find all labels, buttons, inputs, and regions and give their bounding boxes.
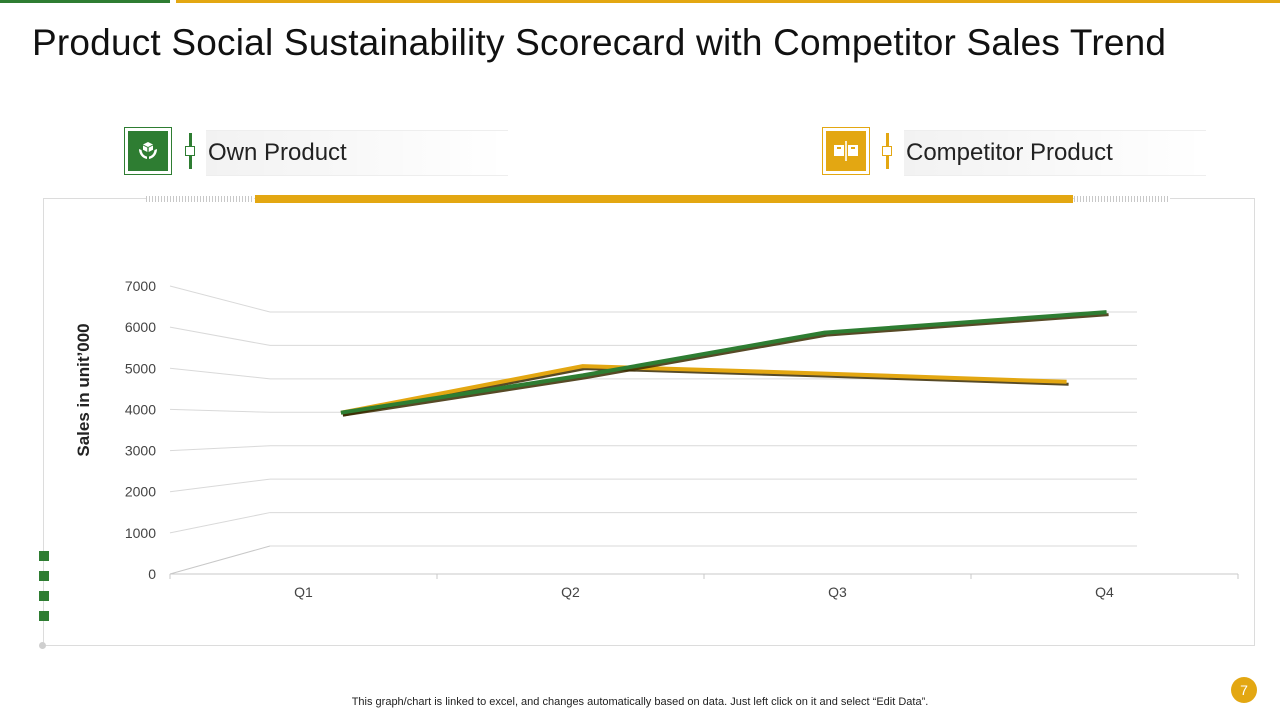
decor-square <box>39 611 49 621</box>
x-tick-label: Q2 <box>561 584 580 600</box>
x-tick-label: Q3 <box>828 584 847 600</box>
axis-layer: 0 1000 2000 3000 4000 5000 6000 7000 Q1 Q2 Q3 Q4 <box>125 278 1239 600</box>
panel-ticks-left <box>146 196 254 202</box>
side-gridline <box>169 408 271 413</box>
y-tick-label: 4000 <box>125 401 156 417</box>
side-gridline <box>169 285 271 313</box>
competitor-product-connector <box>882 133 892 169</box>
series-line-shadow <box>342 313 1109 417</box>
y-tick-label: 5000 <box>125 360 156 376</box>
side-gridline <box>169 367 271 380</box>
top-accent-gold <box>176 0 1280 3</box>
own-product-icon-box <box>124 127 172 175</box>
y-tick-label: 3000 <box>125 443 156 459</box>
series-layer <box>340 310 1109 417</box>
decor-square <box>39 571 49 581</box>
x-tick-label: Q1 <box>294 584 313 600</box>
panel-ticks-right <box>1074 196 1170 202</box>
own-product-line <box>340 310 1107 415</box>
slide-title: Product Social Sustainability Scorecard … <box>32 22 1167 63</box>
y-tick-label: 1000 <box>125 525 156 541</box>
competitor-product-label: Competitor Product <box>904 130 1206 176</box>
y-tick-label: 7000 <box>125 278 156 294</box>
footer-note: This graph/chart is linked to excel, and… <box>351 696 929 708</box>
panel-gold-bar <box>255 195 1073 203</box>
decor-square <box>39 551 49 561</box>
top-accent-green <box>0 0 170 3</box>
hands-box-icon <box>139 142 157 159</box>
y-tick-label: 2000 <box>125 484 156 500</box>
decor-dot <box>39 642 46 649</box>
decor-square <box>39 591 49 601</box>
boxes-icon <box>834 141 858 161</box>
y-tick-label: 6000 <box>125 319 156 335</box>
side-gridline <box>169 512 271 534</box>
page-number: 7 <box>1231 677 1257 703</box>
own-product-connector <box>185 133 195 169</box>
side-gridline <box>169 326 271 346</box>
competitor-product-line <box>340 364 1067 415</box>
competitor-product-icon-box <box>822 127 870 175</box>
y-axis-label: Sales in unit’000 <box>74 323 93 457</box>
side-gridline <box>169 478 271 493</box>
grid-layer <box>169 285 1137 575</box>
y-tick-label: 0 <box>148 566 156 582</box>
own-product-label: Own Product <box>206 130 508 176</box>
x-tick-label: Q4 <box>1095 584 1114 600</box>
floor-side-edge <box>169 545 271 575</box>
side-gridline <box>169 445 271 452</box>
